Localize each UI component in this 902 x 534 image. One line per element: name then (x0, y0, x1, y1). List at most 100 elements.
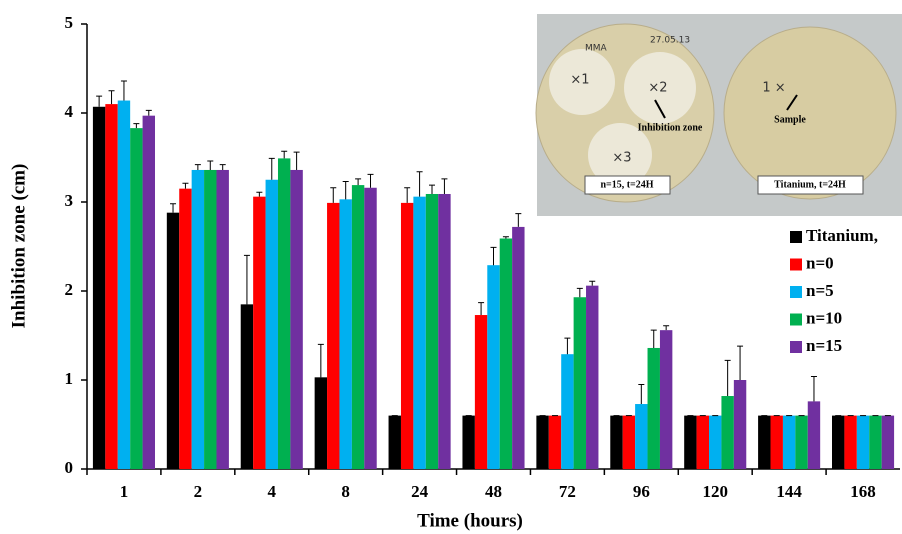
bar (130, 128, 143, 469)
annotation: ×2 (648, 81, 667, 96)
y-tick-label: 1 (65, 369, 74, 388)
error-bar (416, 171, 423, 197)
legend-swatch (790, 313, 802, 326)
bar (573, 297, 587, 469)
error-bar (170, 203, 177, 213)
y-tick-label: 0 (65, 458, 74, 477)
bar (216, 169, 229, 469)
bar (351, 185, 365, 469)
bar (635, 404, 648, 469)
error-bar (96, 95, 103, 107)
annotation: Sample (774, 114, 806, 125)
bar (265, 179, 278, 469)
bar (364, 187, 377, 469)
bar (684, 415, 697, 469)
error-bar (638, 383, 645, 405)
bar (425, 193, 439, 470)
error-bar (564, 337, 571, 355)
error-bar (441, 178, 448, 194)
x-tick-label: 24 (411, 482, 429, 501)
bar (536, 415, 549, 469)
bar (758, 415, 771, 469)
bar (166, 212, 180, 469)
y-tick-label: 4 (65, 102, 74, 121)
error-bar (490, 246, 497, 266)
error-bar (182, 182, 189, 189)
x-tick-label: 2 (194, 482, 203, 501)
legend-swatch (790, 286, 802, 298)
bar (844, 415, 857, 469)
bar (832, 415, 845, 469)
bar (400, 202, 414, 469)
x-tick-label: 168 (850, 482, 876, 501)
x-axis-title: Time (hours) (417, 510, 523, 531)
bar (561, 354, 574, 469)
inset-photo: Inhibition zone Sample n=15, t=24H Titan… (535, 14, 902, 216)
error-bar (108, 90, 115, 105)
error-bar (256, 191, 263, 197)
bar (105, 104, 118, 469)
error-bar (429, 184, 436, 194)
annotation: ×1 (570, 73, 589, 88)
error-bar (589, 280, 596, 286)
error-bar (576, 287, 583, 298)
x-tick-label: 120 (702, 482, 728, 501)
bar (709, 415, 722, 469)
bar (869, 415, 882, 469)
annotation: ×3 (612, 151, 631, 166)
arrow (786, 94, 798, 111)
y-tick-label: 2 (65, 280, 74, 299)
error-bar (317, 343, 324, 378)
error-bar (355, 178, 362, 186)
error-bar (724, 359, 731, 397)
error-bar (219, 164, 226, 170)
annotation: 27.05.13 (650, 36, 690, 46)
legend-label: Titanium, (806, 226, 878, 245)
error-bar (515, 213, 522, 227)
bar (474, 315, 488, 469)
petri-dish (723, 26, 897, 200)
bar (696, 415, 710, 469)
bar (327, 202, 340, 469)
annotation: Inhibition zone (638, 122, 703, 133)
bar (807, 401, 821, 469)
x-tick-label: 8 (341, 482, 350, 501)
x-tick-label: 144 (776, 482, 802, 501)
x-tick-label: 48 (485, 482, 502, 501)
legend-label: n=0 (806, 253, 834, 272)
y-tick-label: 3 (65, 191, 74, 210)
error-bar (737, 345, 744, 380)
legend-label: n=5 (806, 281, 834, 300)
error-bar (478, 302, 485, 316)
error-bar (268, 157, 275, 180)
bar (388, 415, 401, 469)
error-bar (207, 160, 214, 170)
error-bar (243, 254, 250, 305)
bar (413, 196, 426, 469)
bar (770, 415, 783, 469)
bar (277, 158, 291, 469)
bar (548, 415, 562, 469)
bar (314, 377, 328, 469)
error-bar (133, 123, 140, 129)
legend-label: n=10 (806, 308, 842, 327)
bar (179, 188, 192, 469)
legend-swatch (790, 341, 802, 353)
annotation: 1 × (762, 81, 785, 96)
inhibition-zone (624, 52, 696, 124)
error-bar (330, 187, 337, 203)
bar (782, 415, 796, 469)
bar (586, 285, 599, 469)
bar (856, 415, 870, 469)
bar (204, 169, 217, 469)
legend-swatch (790, 258, 802, 271)
annotation: Titanium, t=24H (774, 179, 846, 190)
y-axis-title: Inhibition zone (cm) (8, 164, 29, 329)
bar (795, 415, 808, 469)
bar (647, 347, 660, 469)
bar (487, 265, 500, 469)
label-box (584, 175, 671, 195)
bar (721, 396, 734, 469)
error-bar (194, 164, 201, 170)
legend-label: n=15 (806, 336, 842, 355)
